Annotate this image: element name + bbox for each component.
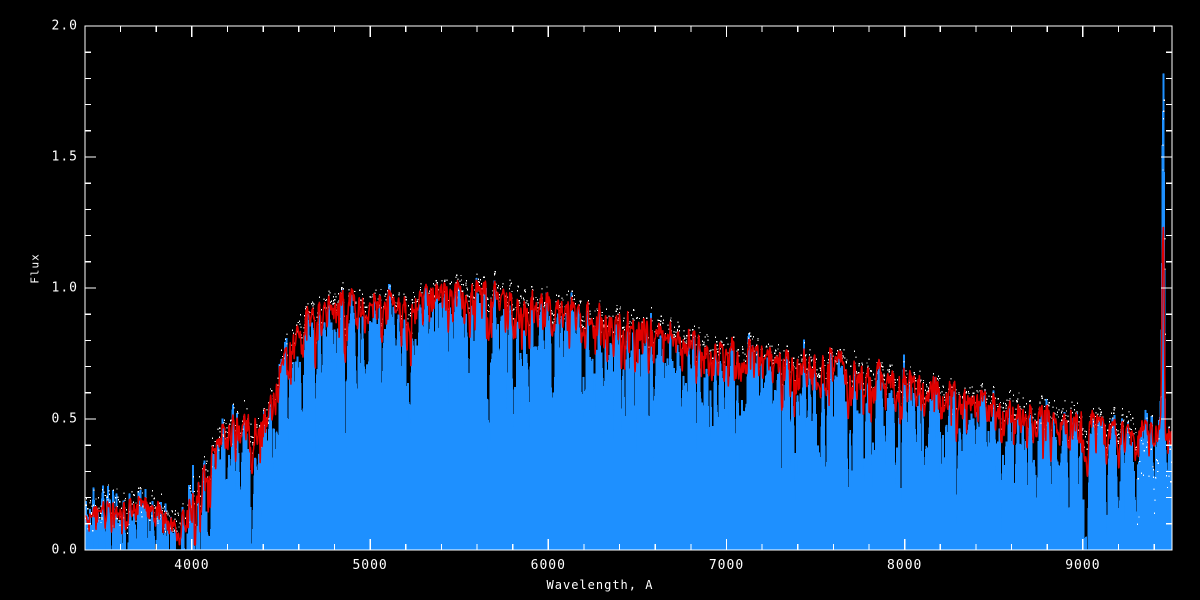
x-tick-label: 6000: [530, 558, 566, 573]
x-tick-label: 8000: [887, 558, 923, 573]
x-tick-label: 9000: [1065, 558, 1101, 573]
y-tick-label: 0.0: [51, 542, 78, 558]
y-tick-label: 2.0: [51, 18, 78, 34]
spectrum-data-layer: [85, 73, 1172, 550]
x-tick-label: 5000: [352, 558, 388, 573]
y-tick-label: 0.5: [51, 411, 78, 427]
x-tick-label: 4000: [174, 558, 210, 573]
y-tick-label: 1.0: [51, 280, 78, 296]
axis-frame-layer: [84, 25, 1173, 551]
x-axis-label: Wavelength, A: [546, 578, 654, 592]
y-tick-label: 1.5: [51, 149, 78, 165]
y-axis-label: Flux: [28, 253, 42, 284]
x-tick-label: 7000: [708, 558, 745, 573]
